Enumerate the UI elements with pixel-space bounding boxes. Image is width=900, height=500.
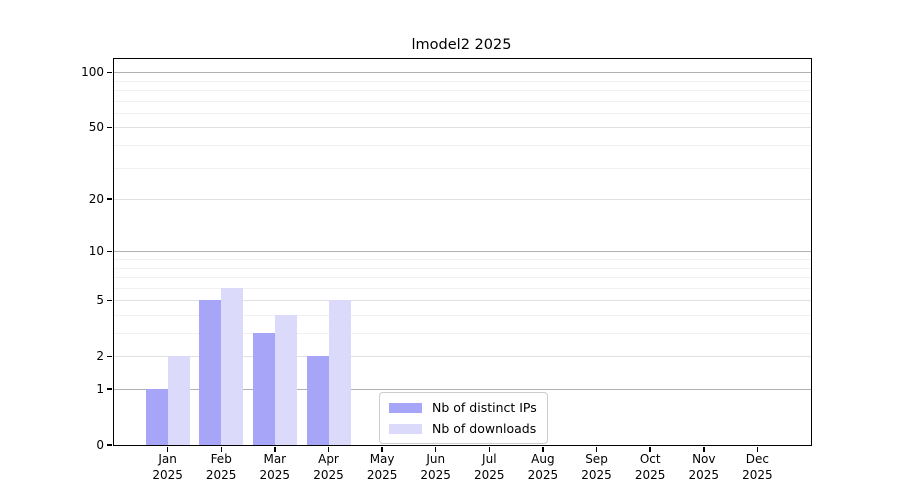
- gridline-y-2: [114, 356, 811, 358]
- x-tickmark-may: [381, 447, 383, 452]
- x-tick-label-oct: Oct 2025: [634, 452, 666, 482]
- x-tick-label-feb: Feb 2025: [205, 452, 237, 482]
- bar-downloads-mar: [274, 315, 297, 445]
- x-tick-label-mar: Mar 2025: [259, 452, 291, 482]
- bar-distinct-ips-mar: [252, 333, 275, 445]
- bar-downloads-jan: [167, 356, 190, 445]
- gridline-minor-y-4: [114, 315, 811, 316]
- x-tick-label-nov: Nov 2025: [688, 452, 720, 482]
- x-tick-label-jun: Jun 2025: [420, 452, 451, 482]
- y-tickmark-0: [107, 444, 112, 446]
- gridline-y-10: [114, 251, 811, 253]
- x-tickmark-aug: [542, 447, 544, 452]
- y-tickmark-10: [107, 250, 112, 253]
- y-tick-label-0: 0: [96, 438, 104, 452]
- x-tickmark-oct: [649, 447, 651, 452]
- legend-label-distinct-ips: Nb of distinct IPs: [432, 400, 537, 415]
- bar-downloads-feb: [221, 287, 244, 445]
- y-tickmark-20: [107, 198, 112, 200]
- x-tickmark-feb: [220, 447, 222, 452]
- legend-swatch-distinct-ips: [389, 402, 422, 413]
- gridline-minor-y-30: [114, 167, 811, 169]
- chart-title: lmodel2 2025: [411, 37, 512, 53]
- gridline-minor-y-40: [114, 145, 811, 147]
- gridline-minor-y-3: [114, 333, 811, 334]
- gridline-minor-y-9: [114, 259, 811, 260]
- x-tickmark-sep: [595, 447, 598, 452]
- x-tick-label-sep: Sep 2025: [581, 452, 612, 482]
- y-tickmark-100: [107, 71, 112, 73]
- y-tickmark-50: [107, 126, 112, 129]
- x-tick-label-jul: Jul 2025: [474, 452, 505, 482]
- x-tickmark-apr: [327, 447, 330, 452]
- gridline-minor-y-6: [114, 287, 811, 289]
- legend-swatch-downloads: [389, 423, 422, 434]
- y-tick-label-20: 20: [88, 192, 104, 207]
- bar-distinct-ips-apr: [306, 356, 329, 445]
- x-tick-label-may: May 2025: [366, 452, 398, 482]
- x-tickmark-nov: [703, 447, 705, 452]
- gridline-minor-y-70: [114, 100, 811, 102]
- gridline-y-100: [114, 72, 811, 74]
- gridline-minor-y-7: [114, 277, 811, 278]
- y-tickmark-5: [107, 299, 112, 301]
- gridline-minor-y-80: [114, 90, 811, 92]
- x-tick-label-dec: Dec 2025: [742, 452, 773, 482]
- x-tickmark-jan: [166, 447, 169, 452]
- gridline-minor-y-90: [114, 80, 811, 82]
- y-tick-label-2: 2: [96, 349, 104, 364]
- legend-item-distinct-ips: Nb of distinct IPs: [389, 400, 537, 415]
- y-tickmark-2: [107, 355, 112, 357]
- y-tick-label-1: 1: [96, 382, 104, 396]
- legend-label-downloads: Nb of downloads: [432, 421, 537, 436]
- x-tickmark-mar: [274, 447, 276, 452]
- y-tick-label-10: 10: [88, 244, 104, 259]
- x-tick-label-jan: Jan 2025: [152, 452, 183, 482]
- bar-distinct-ips-jan: [145, 389, 168, 445]
- gridline-y-1: [114, 389, 811, 390]
- y-tick-label-50: 50: [88, 120, 104, 135]
- y-tick-label-100: 100: [81, 65, 104, 80]
- x-tickmark-jul: [488, 447, 491, 452]
- plot-area: Nb of distinct IPs Nb of downloads 0 1 2 5 1…: [81, 58, 812, 482]
- x-tick-label-aug: Aug 2025: [527, 452, 559, 482]
- gridline-y-20: [114, 199, 811, 201]
- bar-distinct-ips-feb: [199, 300, 222, 445]
- gridline-y-50: [114, 127, 811, 129]
- x-tickmark-dec: [756, 447, 759, 452]
- x-tickmark-jun: [434, 447, 437, 452]
- bar-downloads-apr: [328, 300, 351, 445]
- x-tick-label-apr: Apr 2025: [313, 452, 344, 482]
- y-tickmark-1: [107, 388, 112, 390]
- gridline-minor-y-60: [114, 113, 811, 114]
- legend-item-downloads: Nb of downloads: [389, 421, 537, 436]
- y-tick-label-5: 5: [96, 293, 104, 308]
- legend: Nb of distinct IPs Nb of downloads: [379, 392, 548, 444]
- gridline-y-5: [114, 300, 811, 302]
- gridline-minor-y-8: [114, 267, 811, 269]
